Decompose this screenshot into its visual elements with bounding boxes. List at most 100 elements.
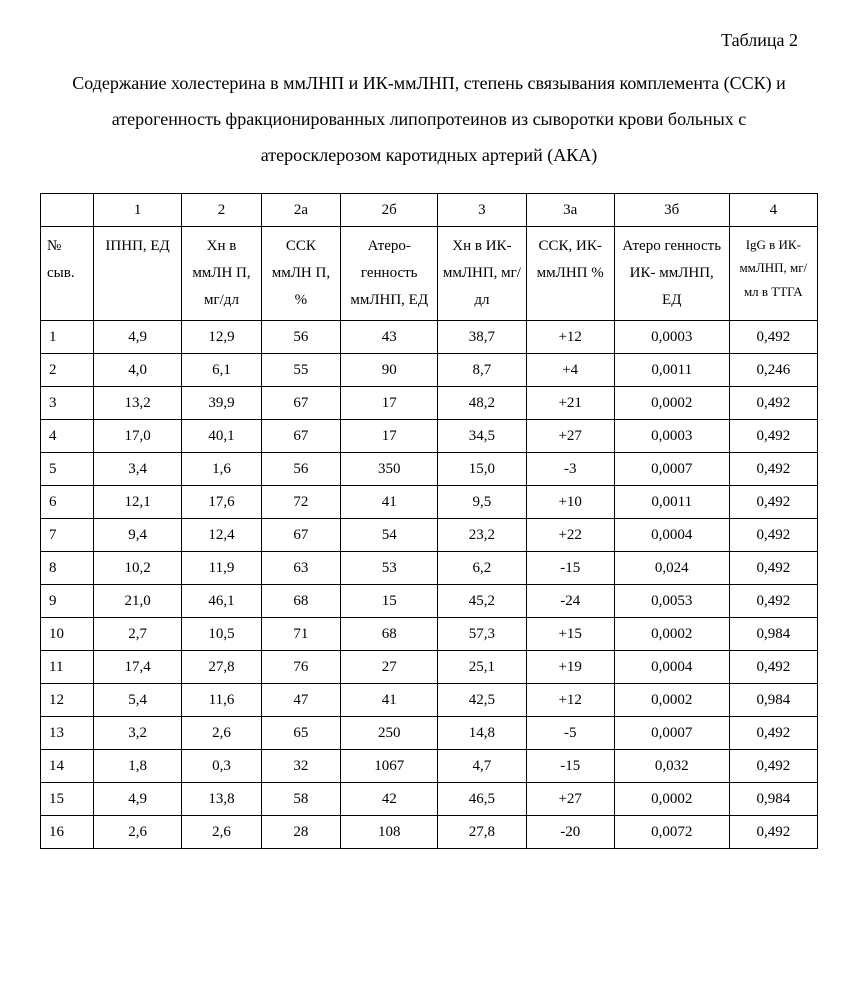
- table-row: 102,710,5716857,3+150,00020,984: [41, 618, 818, 651]
- table-cell: 0,3: [182, 750, 261, 783]
- header-label-1: ІПНП, ЕД: [93, 227, 181, 321]
- table-cell: 0,492: [729, 321, 817, 354]
- header-label-2: Хн в ммЛН П, мг/дл: [182, 227, 261, 321]
- table-cell: 42: [341, 783, 438, 816]
- table-cell: 0,492: [729, 519, 817, 552]
- table-cell: 0,024: [614, 552, 729, 585]
- table-cell: +27: [526, 420, 614, 453]
- table-cell: +21: [526, 387, 614, 420]
- table-row: 154,913,8584246,5+270,00020,984: [41, 783, 818, 816]
- table-cell: +22: [526, 519, 614, 552]
- table-cell: 0,492: [729, 816, 817, 849]
- table-cell: 17: [341, 387, 438, 420]
- table-cell: 0,0002: [614, 684, 729, 717]
- header-num-2: 2: [182, 194, 261, 227]
- table-cell: -24: [526, 585, 614, 618]
- table-cell: +27: [526, 783, 614, 816]
- table-cell: 65: [261, 717, 340, 750]
- table-cell: 0,032: [614, 750, 729, 783]
- table-cell: 14: [41, 750, 94, 783]
- table-cell: +10: [526, 486, 614, 519]
- table-cell: 17,4: [93, 651, 181, 684]
- table-cell: 0,0007: [614, 453, 729, 486]
- table-cell: 21,0: [93, 585, 181, 618]
- table-cell: -3: [526, 453, 614, 486]
- table-cell: 350: [341, 453, 438, 486]
- table-body: 14,912,9564338,7+120,00030,49224,06,1559…: [41, 321, 818, 849]
- table-cell: +15: [526, 618, 614, 651]
- table-cell: 9,5: [438, 486, 526, 519]
- table-cell: 39,9: [182, 387, 261, 420]
- table-row: 125,411,6474142,5+120,00020,984: [41, 684, 818, 717]
- table-cell: 0,984: [729, 618, 817, 651]
- table-cell: 1067: [341, 750, 438, 783]
- header-row-numbers: 1 2 2а 2б 3 3а 3б 4: [41, 194, 818, 227]
- table-cell: 41: [341, 684, 438, 717]
- table-number: Таблица 2: [40, 30, 818, 51]
- table-cell: 17: [341, 420, 438, 453]
- table-cell: 0,0004: [614, 519, 729, 552]
- table-cell: 46,5: [438, 783, 526, 816]
- header-num-3a: 3а: [526, 194, 614, 227]
- table-cell: 2,6: [182, 816, 261, 849]
- table-cell: +4: [526, 354, 614, 387]
- header-num-3b: 3б: [614, 194, 729, 227]
- header-label-serial: № сыв.: [41, 227, 94, 321]
- table-cell: 4,0: [93, 354, 181, 387]
- table-row: 141,80,33210674,7-150,0320,492: [41, 750, 818, 783]
- table-cell: 46,1: [182, 585, 261, 618]
- table-cell: 0,0072: [614, 816, 729, 849]
- table-cell: 38,7: [438, 321, 526, 354]
- table-cell: 14,8: [438, 717, 526, 750]
- table-cell: 9: [41, 585, 94, 618]
- table-cell: 0,492: [729, 486, 817, 519]
- table-cell: 2,6: [182, 717, 261, 750]
- table-cell: 11,6: [182, 684, 261, 717]
- table-cell: -15: [526, 552, 614, 585]
- table-cell: 42,5: [438, 684, 526, 717]
- table-cell: 3,2: [93, 717, 181, 750]
- table-cell: 0,246: [729, 354, 817, 387]
- table-cell: 0,0002: [614, 387, 729, 420]
- table-cell: 11,9: [182, 552, 261, 585]
- table-cell: 6: [41, 486, 94, 519]
- header-row-labels: № сыв. ІПНП, ЕД Хн в ммЛН П, мг/дл ССК м…: [41, 227, 818, 321]
- table-cell: 55: [261, 354, 340, 387]
- table-cell: 0,0003: [614, 420, 729, 453]
- table-cell: 15: [41, 783, 94, 816]
- table-cell: 0,492: [729, 453, 817, 486]
- table-cell: 12,9: [182, 321, 261, 354]
- table-cell: 12,1: [93, 486, 181, 519]
- table-cell: 250: [341, 717, 438, 750]
- table-cell: 90: [341, 354, 438, 387]
- table-row: 612,117,672419,5+100,00110,492: [41, 486, 818, 519]
- table-cell: 13: [41, 717, 94, 750]
- table-cell: 17,0: [93, 420, 181, 453]
- header-label-2b: Атеро- генность ммЛНП, ЕД: [341, 227, 438, 321]
- table-cell: 6,1: [182, 354, 261, 387]
- table-cell: 12,4: [182, 519, 261, 552]
- table-cell: 4: [41, 420, 94, 453]
- table-cell: 4,7: [438, 750, 526, 783]
- table-row: 133,22,66525014,8-50,00070,492: [41, 717, 818, 750]
- header-num-2a: 2а: [261, 194, 340, 227]
- table-cell: 40,1: [182, 420, 261, 453]
- table-cell: 48,2: [438, 387, 526, 420]
- table-cell: 23,2: [438, 519, 526, 552]
- table-cell: 0,492: [729, 750, 817, 783]
- table-cell: 32: [261, 750, 340, 783]
- table-cell: 1: [41, 321, 94, 354]
- table-cell: 45,2: [438, 585, 526, 618]
- header-num-2b: 2б: [341, 194, 438, 227]
- table-cell: 13,8: [182, 783, 261, 816]
- table-cell: 0,492: [729, 585, 817, 618]
- table-cell: 67: [261, 387, 340, 420]
- table-cell: 0,0007: [614, 717, 729, 750]
- table-cell: 53: [341, 552, 438, 585]
- table-cell: +12: [526, 684, 614, 717]
- table-row: 417,040,1671734,5+270,00030,492: [41, 420, 818, 453]
- table-cell: 34,5: [438, 420, 526, 453]
- table-cell: 67: [261, 519, 340, 552]
- table-cell: 0,0011: [614, 486, 729, 519]
- table-cell: 56: [261, 321, 340, 354]
